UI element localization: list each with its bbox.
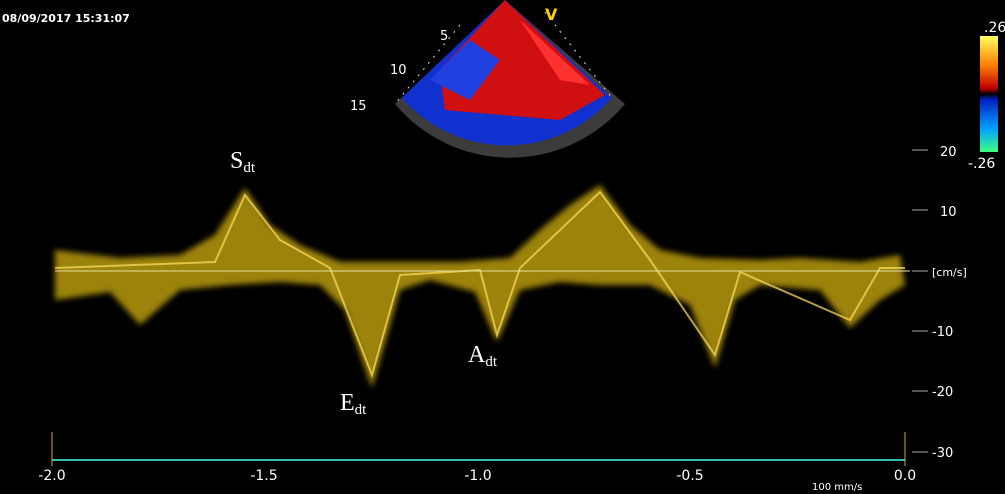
- doppler-screen: 08/09/2017 15:31:07 V 5 10 15 .26 -.26 2…: [0, 0, 1005, 494]
- mode-label: V: [545, 5, 558, 24]
- scale-bottom: -.26: [968, 156, 995, 172]
- scale-top: .26: [984, 20, 1005, 36]
- x-tick-label: 0.0: [894, 468, 916, 484]
- y-tick-label: -20: [932, 385, 953, 400]
- sweep-speed: 100 mm/s: [812, 482, 862, 493]
- color-bar: [980, 36, 998, 152]
- depth-label: 10: [390, 63, 407, 78]
- y-tick-label: 20: [940, 145, 957, 160]
- depth-label: 15: [350, 99, 367, 114]
- y-tick-label: 10: [940, 205, 957, 220]
- x-tick-label: -0.5: [676, 468, 703, 484]
- timestamp: 08/09/2017 15:31:07: [2, 12, 130, 25]
- y-tick-label: -10: [932, 325, 953, 340]
- x-tick-label: -1.0: [464, 468, 491, 484]
- y-unit: [cm/s]: [932, 266, 967, 279]
- x-tick-label: -1.5: [250, 468, 277, 484]
- y-tick-label: -30: [932, 446, 953, 461]
- x-tick-label: -2.0: [38, 468, 65, 484]
- depth-label: 5: [440, 29, 448, 44]
